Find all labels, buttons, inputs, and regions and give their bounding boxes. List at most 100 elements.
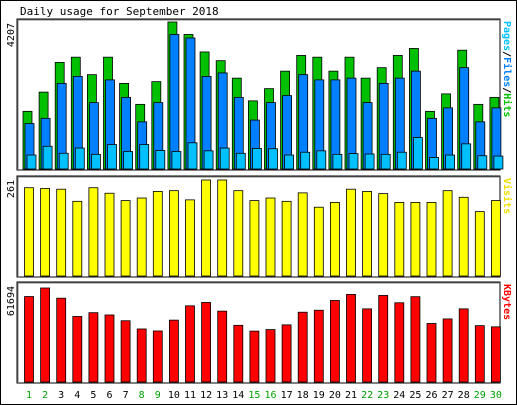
kbytes-bar-29 [474, 325, 485, 383]
day-label-13: 13 [216, 390, 228, 401]
pages-bar-15 [251, 147, 262, 170]
kbytes-bar-25 [410, 296, 421, 383]
day-label-8: 8 [139, 390, 145, 401]
visits-bar-27 [442, 190, 453, 277]
day-label-9: 9 [155, 390, 161, 401]
hits-files-pages-panel: 4207 Pages/Files/Hits [6, 18, 513, 171]
day-label-16: 16 [264, 390, 276, 401]
day-label-27: 27 [442, 390, 454, 401]
pages-bar-8 [139, 144, 150, 170]
pages-bar-13 [219, 147, 230, 170]
day-label-21: 21 [345, 390, 357, 401]
pages-bar-9 [155, 150, 166, 170]
legend-0-part-0: Pages [501, 21, 512, 51]
day-label-14: 14 [232, 390, 244, 401]
kbytes-bar-9 [152, 330, 163, 383]
visits-bar-16 [265, 197, 276, 277]
kbytes-bar-23 [378, 295, 389, 383]
legend-2: KBytes [501, 284, 512, 320]
day-label-12: 12 [200, 390, 212, 401]
day-label-23: 23 [377, 390, 389, 401]
kbytes-bar-8 [136, 328, 147, 383]
pages-bar-6 [107, 144, 117, 170]
files-bar-10 [169, 34, 180, 170]
kbytes-bar-3 [56, 297, 67, 383]
pages-bar-2 [42, 145, 53, 170]
pages-bar-11 [187, 142, 198, 170]
day-label-6: 6 [106, 390, 112, 401]
day-label-5: 5 [90, 390, 96, 401]
kbytes-bar-19 [313, 309, 324, 383]
kbytes-bar-30 [490, 326, 501, 383]
visits-bar-22 [362, 191, 373, 277]
visits-bar-11 [185, 199, 195, 277]
visits-bar-1 [24, 187, 34, 277]
pages-bar-7 [123, 151, 133, 170]
legend-0-part-3: / [501, 87, 512, 93]
pages-bar-16 [268, 148, 278, 170]
kbytes-bar-12 [201, 302, 212, 383]
day-label-11: 11 [184, 390, 196, 401]
visits-bar-14 [233, 190, 244, 277]
visits-bar-30 [490, 200, 501, 277]
visits-bar-20 [329, 202, 340, 277]
visits-bar-6 [104, 192, 115, 277]
pages-bar-24 [396, 151, 407, 170]
kbytes-bar-15 [249, 330, 260, 383]
visits-bar-23 [378, 193, 389, 277]
kbytes-bar-27 [442, 318, 453, 383]
visits-panel: 261 Visits [6, 175, 513, 278]
day-label-26: 26 [425, 390, 437, 401]
day-label-7: 7 [123, 390, 129, 401]
day-label-18: 18 [297, 390, 309, 401]
visits-bar-9 [152, 191, 163, 277]
day-label-29: 29 [474, 390, 486, 401]
kbytes-bar-18 [297, 311, 308, 383]
visits-bar-7 [120, 200, 131, 277]
kbytes-bar-16 [265, 329, 276, 383]
kbytes-bar-4 [72, 316, 83, 383]
visits-bar-19 [313, 206, 324, 277]
day-label-10: 10 [168, 390, 180, 401]
y-max-label-1: 261 [6, 180, 17, 198]
pages-bar-20 [332, 153, 343, 170]
kbytes-bar-11 [185, 305, 195, 383]
pages-bar-4 [74, 147, 85, 170]
kbytes-bar-10 [168, 319, 179, 383]
kbytes-bar-14 [233, 324, 244, 383]
pages-bar-12 [203, 150, 214, 170]
day-label-4: 4 [74, 390, 80, 401]
kbytes-bar-13 [217, 310, 228, 383]
visits-bar-12 [201, 179, 212, 277]
pages-bar-26 [429, 157, 439, 170]
day-label-2: 2 [42, 390, 48, 401]
day-label-1: 1 [26, 390, 32, 401]
pages-bar-5 [91, 153, 101, 170]
day-label-25: 25 [409, 390, 421, 401]
day-labels: 1 2 3 4 5 6 7 8 9 10 11 12 13 14 15 16 17 18 19 20 21 22 23 24 2… [26, 390, 502, 401]
visits-bar-4 [72, 200, 83, 277]
pages-bar-21 [348, 153, 359, 170]
visits-bar-13 [217, 179, 228, 277]
day-label-17: 17 [281, 390, 293, 401]
kbytes-bar-1 [24, 296, 34, 383]
legend-0-part-1: / [501, 51, 512, 57]
pages-bar-3 [58, 152, 69, 170]
kbytes-bar-5 [88, 312, 99, 383]
kbytes-bar-24 [394, 302, 405, 383]
kbytes-bar-22 [362, 308, 373, 383]
visits-bar-3 [56, 188, 67, 277]
kbytes-bar-21 [346, 293, 356, 383]
kbytes-bar-2 [40, 287, 50, 383]
kbytes-bar-6 [104, 314, 115, 383]
kbytes-bar-17 [281, 324, 292, 383]
kbytes-panel: 61694 KBytes [6, 281, 512, 384]
y-max-label-2: 61694 [6, 286, 17, 316]
day-label-28: 28 [458, 390, 470, 401]
pages-bar-1 [26, 154, 37, 170]
pages-bar-28 [461, 143, 472, 170]
day-label-19: 19 [313, 390, 325, 401]
pages-bar-25 [412, 137, 423, 170]
